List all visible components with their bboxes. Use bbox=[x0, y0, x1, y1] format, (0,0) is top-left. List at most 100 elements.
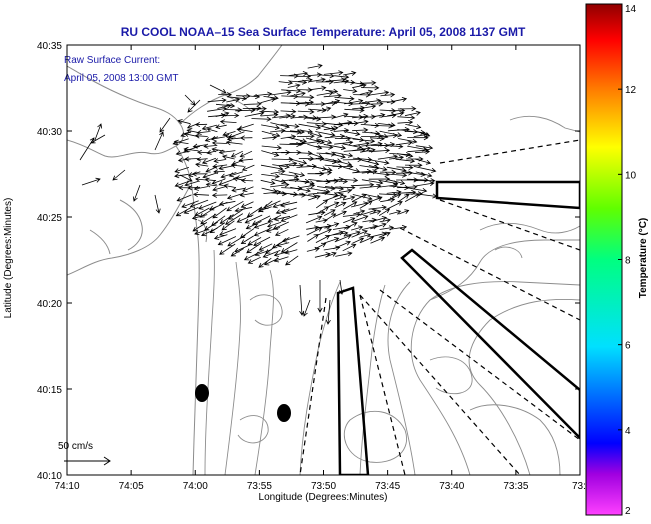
current-vector bbox=[267, 221, 282, 228]
current-vector bbox=[404, 186, 428, 193]
current-vector bbox=[276, 242, 290, 248]
current-vector bbox=[278, 161, 298, 167]
current-vector bbox=[215, 124, 227, 130]
current-vector bbox=[212, 163, 228, 169]
current-vector bbox=[202, 172, 219, 179]
current-vector bbox=[334, 120, 353, 126]
radar-site-marker bbox=[277, 404, 291, 422]
y-tick-label: 40:20 bbox=[37, 299, 62, 310]
current-vector bbox=[334, 210, 347, 217]
current-vector bbox=[315, 235, 331, 243]
current-vector bbox=[184, 180, 200, 187]
current-vector bbox=[299, 139, 322, 145]
current-vector bbox=[261, 145, 282, 151]
current-vector bbox=[209, 84, 227, 94]
current-vector bbox=[212, 185, 228, 192]
current-vector bbox=[289, 178, 310, 184]
current-vector bbox=[243, 250, 263, 261]
current-vector bbox=[387, 111, 405, 117]
current-vector bbox=[285, 255, 299, 266]
current-vector bbox=[396, 153, 414, 159]
current-vector bbox=[315, 199, 329, 209]
current-vector bbox=[306, 85, 327, 91]
current-vector bbox=[94, 123, 103, 141]
current-vector bbox=[306, 246, 320, 252]
current-vector bbox=[359, 89, 374, 95]
current-vector bbox=[297, 73, 312, 79]
current-vector bbox=[316, 114, 337, 120]
current-vector bbox=[343, 70, 357, 76]
current-vector bbox=[203, 143, 218, 149]
current-vector bbox=[334, 194, 347, 200]
current-vector bbox=[386, 97, 408, 104]
current-vector bbox=[175, 207, 192, 217]
current-vector bbox=[352, 237, 365, 244]
current-vector bbox=[159, 117, 171, 133]
current-vector bbox=[270, 182, 290, 188]
current-vector bbox=[281, 185, 303, 191]
current-vector bbox=[308, 77, 326, 83]
colorbar-gradient bbox=[585, 3, 623, 516]
current-vector bbox=[224, 112, 240, 119]
current-vector bbox=[395, 140, 413, 146]
current-vector bbox=[298, 115, 318, 121]
current-vector bbox=[325, 88, 339, 94]
current-vector bbox=[260, 112, 279, 118]
current-vector bbox=[181, 200, 199, 209]
colorbar-tick-label: 10 bbox=[625, 170, 637, 181]
current-vector bbox=[378, 192, 398, 198]
current-vector bbox=[317, 106, 332, 112]
current-vector bbox=[308, 156, 325, 162]
radar-site-marker bbox=[195, 384, 209, 402]
current-vector bbox=[271, 191, 288, 197]
current-vector bbox=[416, 181, 435, 187]
current-vector bbox=[398, 138, 418, 144]
current-vector bbox=[270, 169, 286, 175]
current-vector bbox=[359, 104, 377, 110]
current-vector bbox=[343, 201, 358, 210]
current-vector bbox=[224, 133, 236, 139]
current-vector bbox=[324, 222, 340, 229]
current-vector bbox=[267, 214, 282, 223]
x-axis-label: Longitude (Degrees:Minutes) bbox=[259, 492, 388, 503]
current-vector bbox=[332, 151, 354, 158]
current-vector bbox=[389, 209, 402, 215]
current-vector bbox=[317, 280, 323, 313]
current-vector bbox=[380, 92, 396, 98]
current-vector bbox=[316, 90, 334, 96]
current-vector bbox=[274, 228, 289, 236]
current-vector bbox=[273, 256, 289, 263]
colorbar-tick-label: 14 bbox=[625, 4, 637, 15]
current-vector bbox=[361, 98, 382, 104]
current-vector bbox=[334, 74, 350, 80]
current-vector bbox=[377, 122, 396, 128]
current-vector bbox=[261, 130, 281, 138]
current-vector bbox=[247, 256, 261, 264]
current-vector bbox=[405, 124, 422, 130]
current-vector bbox=[414, 149, 431, 155]
current-vector bbox=[209, 222, 226, 234]
current-vector bbox=[323, 245, 341, 251]
current-vector bbox=[352, 113, 369, 120]
current-vector bbox=[415, 171, 433, 178]
current-vector bbox=[260, 179, 276, 186]
current-vector bbox=[196, 129, 210, 135]
current-vector bbox=[368, 159, 390, 165]
current-vector bbox=[193, 185, 209, 191]
current-vector bbox=[297, 133, 315, 139]
current-vector bbox=[281, 88, 302, 94]
current-vector bbox=[361, 224, 379, 230]
current-vector bbox=[239, 192, 254, 198]
current-vector bbox=[275, 208, 290, 215]
current-vector bbox=[370, 222, 387, 230]
x-tick-label: 73:3 bbox=[572, 481, 592, 492]
annotation-line-2: April 05, 2008 13:00 GMT bbox=[64, 73, 179, 84]
current-vector bbox=[362, 217, 377, 223]
current-vector bbox=[261, 124, 281, 130]
current-vector bbox=[236, 127, 253, 133]
current-vector bbox=[323, 70, 344, 76]
current-vector bbox=[360, 85, 380, 91]
current-vector bbox=[404, 171, 426, 177]
current-vector bbox=[183, 146, 199, 153]
